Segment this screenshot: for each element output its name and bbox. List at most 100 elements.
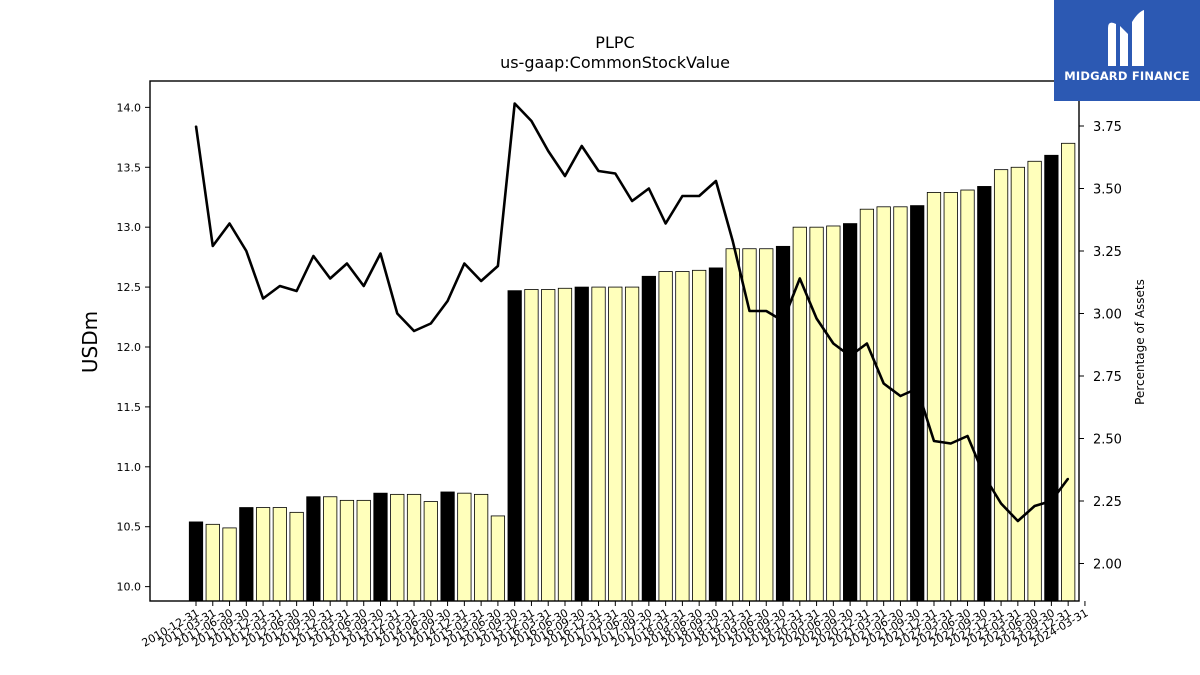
bar <box>1061 142 1076 602</box>
bar <box>843 223 858 602</box>
line-point <box>262 297 264 300</box>
chart-subtitle: us-gaap:CommonStockValue <box>500 53 730 72</box>
y2-tick-label: 3.25 <box>1093 245 1122 260</box>
line-point <box>748 310 751 312</box>
y2-ticks-group: 2.00 2.25 2.50 2.75 3.00 3.25 3.50 3.75 <box>1079 120 1122 573</box>
brand-logo: MIDGARD FINANCE <box>1054 0 1200 101</box>
bar <box>859 208 875 602</box>
bar <box>490 515 506 602</box>
line-point <box>195 125 197 127</box>
line-point <box>966 435 969 437</box>
line-point <box>782 320 784 322</box>
bar <box>205 523 220 602</box>
line-point <box>815 317 818 320</box>
y-tick-label: 10.0 <box>117 581 142 594</box>
bar <box>641 275 656 602</box>
bar <box>1044 154 1059 602</box>
line-point <box>949 442 952 445</box>
x-ticks-group: 2010-12-312011-03-312011-06-302011-09-30… <box>140 601 1090 650</box>
line-point <box>329 277 331 280</box>
line-point <box>849 355 851 357</box>
line-point <box>580 145 583 147</box>
y-axis-label: USDm <box>78 311 102 373</box>
y2-tick-label: 2.50 <box>1093 433 1122 448</box>
y-tick-label: 13.5 <box>117 161 142 174</box>
y2-axis-label: Percentage of Assets <box>1133 279 1147 405</box>
bar <box>440 491 455 602</box>
line-point <box>245 250 248 252</box>
line-point <box>295 290 298 292</box>
bar <box>239 507 254 602</box>
line-point <box>698 195 700 197</box>
bar <box>188 521 204 602</box>
bar <box>524 289 539 602</box>
bar <box>692 269 707 602</box>
y-tick-label: 11.5 <box>117 401 142 414</box>
line-point <box>715 180 717 182</box>
line-point <box>396 312 399 315</box>
line-point <box>446 300 449 302</box>
y2-tick-label: 2.25 <box>1093 495 1122 510</box>
bar <box>222 527 237 602</box>
bar <box>457 492 472 602</box>
percentage-line-group <box>194 102 1070 523</box>
line-point <box>648 187 650 190</box>
bar <box>893 206 908 602</box>
y-ticks-group: 10.0 10.5 11.0 11.5 12.0 12.5 13.0 13.5 14.0 <box>117 101 150 594</box>
bar <box>289 511 304 602</box>
line-point <box>1000 502 1002 505</box>
y-tick-label: 13.0 <box>117 221 142 234</box>
line-point <box>882 382 885 385</box>
bar <box>541 289 556 602</box>
midgard-logo-icon <box>1108 10 1144 67</box>
line-point <box>346 262 348 265</box>
line-point <box>933 440 935 442</box>
line-point <box>279 285 281 287</box>
line-point <box>513 102 516 105</box>
line-point <box>463 262 466 265</box>
bar <box>390 493 405 602</box>
bar <box>926 192 942 602</box>
y2-tick-label: 2.75 <box>1093 370 1122 385</box>
line-point <box>731 240 734 242</box>
bar <box>675 271 690 602</box>
y2-tick-label: 2.00 <box>1093 558 1122 573</box>
line-point <box>211 245 214 247</box>
y2-tick-label: 3.50 <box>1093 183 1122 198</box>
line-point <box>312 255 315 257</box>
y-tick-label: 10.5 <box>117 521 142 534</box>
bar <box>775 245 791 602</box>
line-point <box>631 200 633 202</box>
bar <box>356 499 371 602</box>
bar <box>1010 166 1025 602</box>
line-point <box>480 280 482 282</box>
bar <box>306 496 321 602</box>
bar <box>272 507 287 602</box>
bar <box>591 286 606 602</box>
line-point <box>899 395 902 397</box>
bar <box>406 493 422 602</box>
line-point <box>1017 520 1019 522</box>
bar <box>574 286 589 602</box>
bar <box>423 501 438 602</box>
bar <box>809 226 824 602</box>
plot-frame <box>149 80 1080 602</box>
bar <box>792 226 807 602</box>
line-point <box>983 475 986 477</box>
brand-logo-text: MIDGARD FINANCE <box>1064 69 1190 83</box>
bar <box>658 271 673 602</box>
bar <box>960 189 975 602</box>
line-point <box>597 170 600 172</box>
line-point <box>832 342 835 345</box>
bar <box>624 286 640 602</box>
chart-title: PLPC <box>595 33 634 52</box>
line-point <box>1033 505 1036 507</box>
line-point <box>799 277 801 280</box>
bar <box>373 492 388 602</box>
line-point <box>362 285 365 287</box>
y2-tick-label: 3.75 <box>1093 120 1122 135</box>
line-point <box>530 120 533 122</box>
bar <box>557 287 573 602</box>
bars-group <box>188 142 1076 602</box>
